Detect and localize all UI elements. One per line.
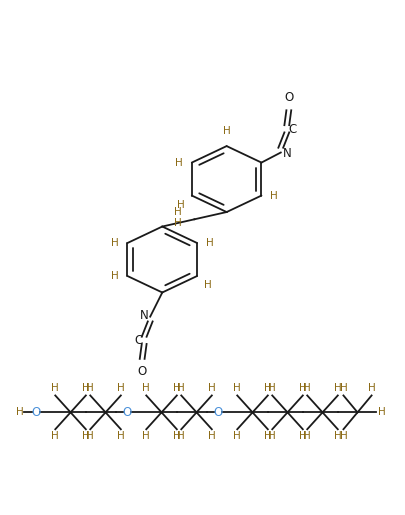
Text: H: H	[270, 191, 278, 200]
Text: H: H	[269, 431, 276, 441]
Text: H: H	[303, 431, 311, 441]
Text: H: H	[334, 384, 342, 393]
Text: H: H	[111, 238, 119, 248]
Text: O: O	[213, 406, 222, 419]
Text: H: H	[117, 431, 125, 441]
Text: H: H	[233, 384, 241, 393]
Text: N: N	[139, 310, 148, 322]
Text: H: H	[299, 384, 307, 393]
Text: H: H	[51, 431, 59, 441]
Text: O: O	[31, 406, 40, 419]
Text: H: H	[174, 207, 181, 217]
Text: H: H	[143, 384, 150, 393]
Text: H: H	[175, 158, 183, 167]
Text: H: H	[208, 384, 216, 393]
Text: H: H	[334, 431, 342, 441]
Text: H: H	[339, 384, 347, 393]
Text: H: H	[269, 384, 276, 393]
Text: C: C	[289, 123, 297, 135]
Text: H: H	[117, 384, 125, 393]
Text: O: O	[122, 406, 131, 419]
Text: O: O	[284, 91, 294, 104]
Text: H: H	[264, 431, 272, 441]
Text: H: H	[86, 384, 94, 393]
Text: C: C	[134, 334, 142, 347]
Text: H: H	[223, 126, 230, 136]
Text: N: N	[283, 147, 292, 160]
Text: H: H	[264, 384, 272, 393]
Text: H: H	[303, 384, 311, 393]
Text: H: H	[177, 384, 185, 393]
Text: H: H	[177, 200, 185, 210]
Text: H: H	[86, 431, 94, 441]
Text: H: H	[173, 384, 181, 393]
Text: H: H	[82, 431, 90, 441]
Text: H: H	[174, 217, 181, 228]
Text: H: H	[51, 384, 59, 393]
Text: O: O	[138, 365, 147, 379]
Text: H: H	[16, 407, 23, 417]
Text: H: H	[173, 431, 181, 441]
Text: H: H	[208, 431, 216, 441]
Text: H: H	[177, 431, 185, 441]
Text: H: H	[82, 384, 90, 393]
Text: H: H	[339, 431, 347, 441]
Text: H: H	[206, 238, 214, 248]
Text: H: H	[111, 271, 119, 281]
Text: H: H	[143, 431, 150, 441]
Text: H: H	[377, 407, 386, 417]
Text: H: H	[299, 431, 307, 441]
Text: H: H	[233, 431, 241, 441]
Text: H: H	[205, 280, 212, 290]
Text: H: H	[368, 384, 375, 393]
